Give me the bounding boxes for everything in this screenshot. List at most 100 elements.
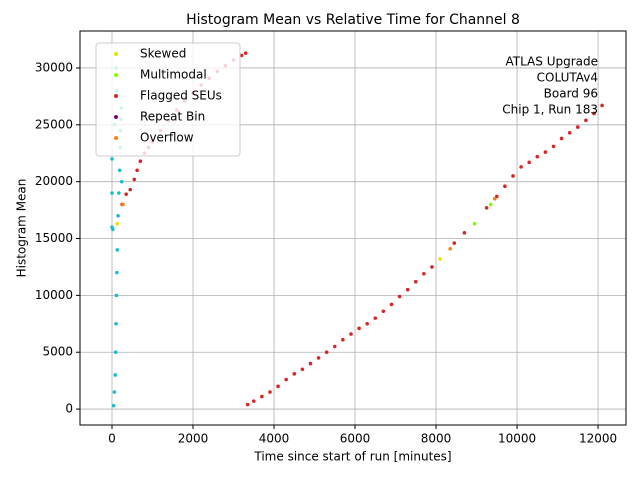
point xyxy=(111,403,116,408)
point xyxy=(535,154,540,159)
point xyxy=(117,191,121,195)
point xyxy=(110,157,114,161)
point xyxy=(567,130,572,135)
annotation: Board 96 xyxy=(544,87,598,101)
annotation: Chip 1, Run 183 xyxy=(502,103,598,117)
point xyxy=(503,184,507,189)
point xyxy=(413,279,418,284)
point xyxy=(308,361,313,366)
point xyxy=(112,390,117,394)
point xyxy=(119,179,124,184)
legend-marker xyxy=(114,136,118,140)
legend-label: Flagged SEUs xyxy=(140,89,222,103)
point xyxy=(113,373,118,377)
point xyxy=(438,257,442,261)
x-tick-label: 10000 xyxy=(498,432,536,446)
point xyxy=(114,321,118,326)
point xyxy=(128,187,133,192)
point xyxy=(422,271,426,276)
point xyxy=(389,302,394,307)
point xyxy=(559,136,564,141)
point xyxy=(492,196,497,201)
point xyxy=(462,231,467,235)
point xyxy=(124,192,128,196)
y-tick-label: 30000 xyxy=(35,60,73,74)
y-tick-label: 10000 xyxy=(35,288,73,302)
legend-label: Repeat Bin xyxy=(140,110,205,124)
y-tick-label: 25000 xyxy=(35,117,73,131)
point xyxy=(251,399,256,403)
legend-marker xyxy=(114,73,118,77)
annotation: ATLAS Upgrade xyxy=(505,55,598,69)
point xyxy=(332,344,337,349)
point xyxy=(600,103,604,108)
point xyxy=(397,294,402,299)
point xyxy=(488,202,493,207)
point xyxy=(276,384,280,389)
plot-frame xyxy=(79,30,627,426)
point xyxy=(292,372,297,376)
y-tick-label: 15000 xyxy=(35,231,73,245)
point xyxy=(448,246,453,251)
point xyxy=(381,309,386,314)
point xyxy=(519,165,523,169)
point xyxy=(324,350,329,355)
point xyxy=(300,367,305,372)
point xyxy=(484,206,489,210)
point xyxy=(117,168,122,173)
point xyxy=(584,118,588,123)
point xyxy=(260,394,264,399)
x-axis-label: Time since start of run [minutes] xyxy=(253,450,451,464)
point xyxy=(575,125,580,129)
point xyxy=(452,241,457,245)
point xyxy=(121,202,125,207)
point xyxy=(115,270,119,275)
legend-marker xyxy=(114,52,118,56)
x-tick-label: 8000 xyxy=(421,432,452,446)
y-tick-label: 0 xyxy=(65,402,73,416)
point xyxy=(135,168,139,173)
point xyxy=(115,221,120,226)
point xyxy=(472,221,477,226)
point xyxy=(114,293,119,298)
legend-label: Overflow xyxy=(140,131,194,145)
legend-label: Skewed xyxy=(140,47,186,61)
point xyxy=(113,350,118,355)
point xyxy=(245,402,250,407)
point xyxy=(430,265,434,269)
y-axis-label: Histogram Mean xyxy=(15,179,29,278)
y-tick-label: 5000 xyxy=(42,345,73,359)
x-tick-label: 0 xyxy=(108,432,116,446)
point xyxy=(341,337,345,342)
y-tick-label: 20000 xyxy=(35,174,73,188)
point xyxy=(511,174,515,178)
point xyxy=(543,150,548,154)
point xyxy=(373,316,378,320)
point xyxy=(110,191,114,195)
annotation: COLUTAv4 xyxy=(537,71,598,85)
point xyxy=(592,111,596,116)
point xyxy=(405,287,410,292)
chart-title: Histogram Mean vs Relative Time for Chan… xyxy=(186,12,520,28)
x-tick-label: 6000 xyxy=(340,432,371,446)
point xyxy=(116,213,120,218)
point xyxy=(111,227,115,232)
point xyxy=(316,356,321,360)
legend-box xyxy=(95,42,241,157)
point xyxy=(357,326,361,331)
point xyxy=(268,390,272,394)
x-tick-label: 12000 xyxy=(579,432,617,446)
point xyxy=(132,177,137,182)
legend-marker xyxy=(114,115,118,119)
legend-marker xyxy=(114,94,118,98)
legend-label: Multimodal xyxy=(140,68,207,82)
point xyxy=(115,248,120,252)
point xyxy=(284,377,288,382)
point xyxy=(243,51,248,55)
point xyxy=(551,144,556,149)
point xyxy=(349,332,353,336)
x-tick-label: 4000 xyxy=(259,432,290,446)
point xyxy=(365,321,369,326)
point xyxy=(138,159,143,163)
